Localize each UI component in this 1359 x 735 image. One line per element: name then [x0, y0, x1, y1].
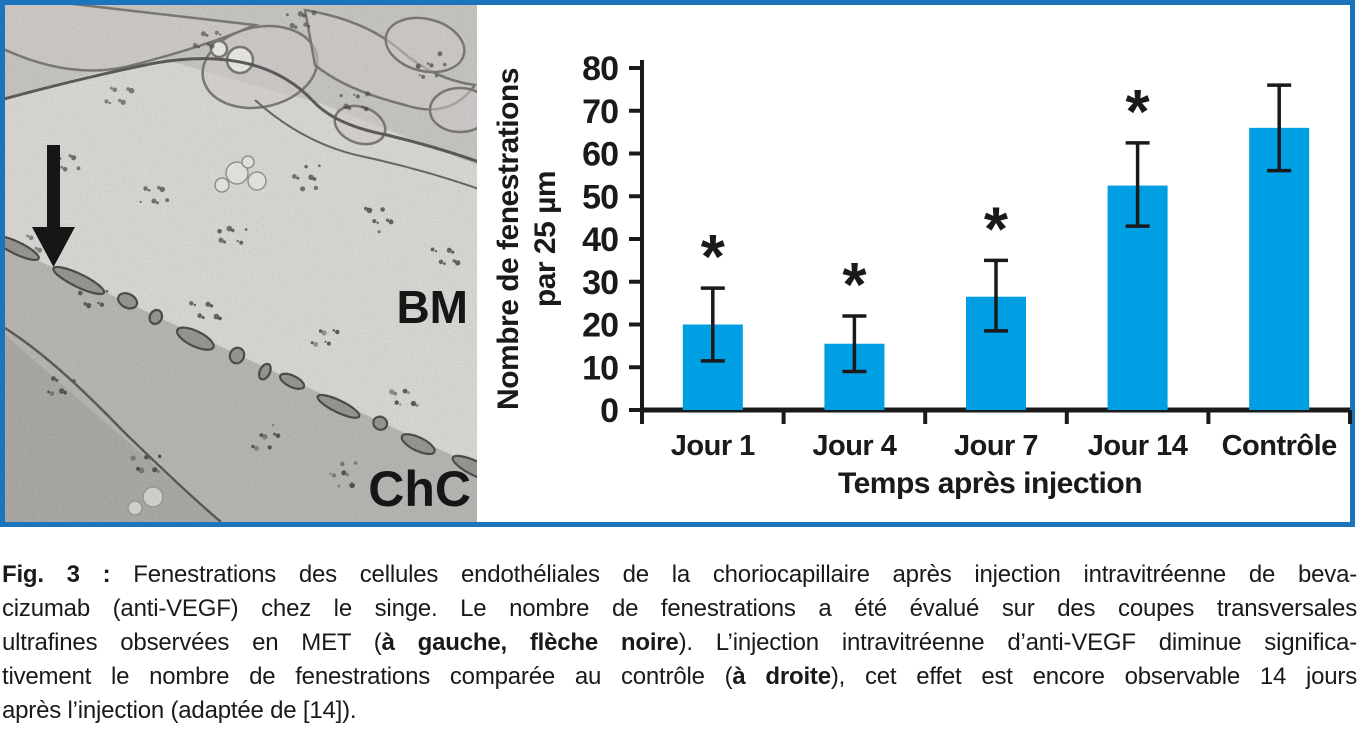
- chc-label: ChC: [368, 461, 471, 517]
- bm-label: BM: [396, 281, 468, 333]
- caption-line: après l’injection (adaptée de [14]).: [2, 694, 1357, 728]
- x-category-label: Contrôle: [1222, 430, 1338, 462]
- y-tick-label: 50: [582, 178, 618, 216]
- x-category-label: Jour 4: [812, 430, 896, 462]
- caption-text: cizumab (anti-VEGF) chez le singe. Le no…: [2, 595, 1357, 622]
- caption-line: ultrafines observées en MET (à gauche, f…: [2, 626, 1357, 660]
- y-tick-label: 0: [600, 392, 618, 430]
- caption-line: tivement le nombre de fenestrations comp…: [2, 660, 1357, 694]
- y-tick-label: 20: [582, 307, 618, 345]
- caption-line: Fig. 3 : Fenestrations des cellules endo…: [2, 558, 1357, 592]
- figure-caption: Fig. 3 : Fenestrations des cellules endo…: [2, 558, 1357, 728]
- electron-micrograph: BM ChC: [5, 5, 477, 522]
- down-arrow-icon: [32, 145, 75, 267]
- bar: [1249, 127, 1310, 410]
- significance-asterisk: *: [842, 251, 867, 320]
- y-axis-title: Nombre de fenestrations par 25 µm: [490, 59, 566, 419]
- caption-line: cizumab (anti-VEGF) chez le singe. Le no…: [2, 592, 1357, 626]
- caption-text: ultrafines observées en MET (: [2, 629, 382, 656]
- y-axis-title-line2: par 25 µm: [529, 170, 562, 308]
- y-axis-title-line1: Nombre de fenestrations: [492, 68, 525, 410]
- caption-bold-text: à gauche, flèche noire: [381, 629, 679, 656]
- caption-text: après l’injection (adaptée de [14]).: [2, 697, 357, 724]
- significance-asterisk: *: [701, 223, 726, 292]
- significance-asterisk: *: [1126, 78, 1151, 147]
- chart-canvas: 0 10 20 30 40 50 60 70 80 * Jour 1 * Jour 4 * Jour 7 * J…: [582, 50, 1352, 462]
- x-category-label: Jour 14: [1088, 430, 1188, 462]
- x-category-label: Jour 1: [671, 430, 755, 462]
- figure-panel: BM ChC 0 10 20 30 40 50 60 70 80 * Jour 1 * Jour 4 * J…: [0, 0, 1355, 527]
- em-noise: [5, 5, 477, 522]
- caption-text: ), cet effet est encore observable 14 jo…: [830, 663, 1358, 690]
- caption-text: tivement le nombre de fenestrations comp…: [2, 663, 733, 690]
- y-tick-label: 10: [582, 349, 618, 387]
- significance-asterisk: *: [984, 195, 1009, 264]
- electron-micrograph-image: BM ChC: [5, 5, 477, 522]
- x-axis-title: Temps après injection: [837, 467, 1143, 500]
- y-tick-label: 80: [582, 50, 618, 88]
- caption-text: ). L’injection intravitréenne d’anti-VEG…: [678, 629, 1358, 656]
- caption-text: Fenestrations des cellules endothéliales…: [133, 561, 1358, 588]
- y-tick-label: 60: [582, 136, 618, 174]
- y-tick-label: 40: [582, 221, 618, 259]
- x-category-label: Jour 7: [954, 430, 1038, 462]
- caption-bold-text: à droite: [732, 663, 831, 690]
- y-tick-label: 70: [582, 93, 618, 131]
- y-tick-label: 30: [582, 264, 618, 302]
- caption-bold-text: Fig. 3 :: [2, 561, 134, 588]
- bar-chart: 0 10 20 30 40 50 60 70 80 * Jour 1 * Jour 4 * Jour 7 * J…: [480, 5, 1354, 522]
